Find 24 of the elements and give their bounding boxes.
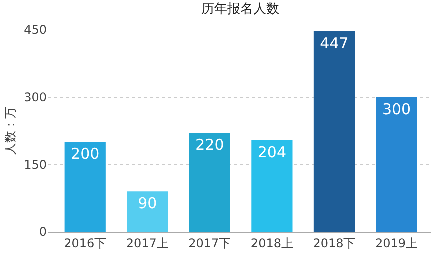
y-tick-label: 150 — [24, 158, 47, 172]
y-tick-label: 0 — [39, 225, 47, 240]
data-label: 200 — [71, 145, 100, 164]
x-tick-label: 2016下 — [64, 236, 107, 250]
data-label: 90 — [138, 194, 158, 213]
x-tick-label: 2018下 — [313, 236, 356, 250]
data-label: 220 — [196, 136, 224, 154]
x-tick-label: 2017下 — [188, 236, 232, 250]
chart-title: 历年报名人数 — [201, 2, 280, 17]
data-label: 204 — [258, 143, 287, 162]
data-label: 447 — [320, 34, 349, 52]
x-tick-label: 2018上 — [250, 236, 294, 250]
y-tick-label: 450 — [24, 23, 47, 38]
bar — [64, 142, 106, 232]
y-tick-label: 300 — [24, 90, 47, 105]
x-tick-label: 2019上 — [375, 236, 418, 250]
bar — [376, 97, 418, 232]
bar — [189, 133, 230, 232]
y-axis-title: 人数：万 — [3, 107, 18, 155]
bar — [314, 31, 356, 232]
bar — [252, 140, 293, 232]
data-label: 300 — [382, 100, 412, 118]
x-tick-label: 2017上 — [126, 236, 169, 250]
bar — [127, 192, 168, 232]
